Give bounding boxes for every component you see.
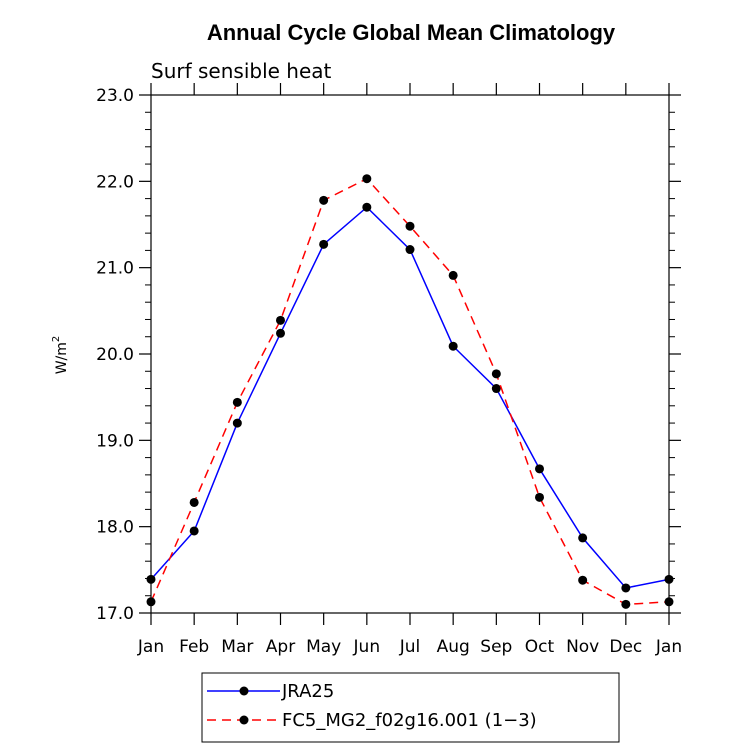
y-axis-label-superscript: 2 (51, 336, 62, 342)
legend: JRA25 FC5_MG2_f02g16.001 (1−3) (201, 672, 620, 743)
legend-label-fc5: FC5_MG2_f02g16.001 (1−3) (282, 710, 537, 731)
chart-subtitle: Surf sensible heat (151, 59, 332, 83)
data-point-fc5 (232, 397, 242, 407)
axes: 17.0 18.0 19.0 20.0 21.0 22.0 23.0 Jan Feb Mar Apr… (96, 83, 682, 657)
y-tick-label: 20.0 (96, 345, 134, 365)
data-point-jra25 (319, 239, 329, 249)
y-tick-label: 19.0 (96, 431, 134, 451)
y-tick-label: 18.0 (96, 518, 134, 538)
data-point-fc5 (621, 599, 631, 609)
y-axis-label: W/m2 (51, 336, 70, 375)
data-point-fc5 (405, 221, 415, 231)
x-tick-label: Dec (609, 637, 642, 657)
data-point-jra25 (491, 384, 501, 394)
y-tick-label: 22.0 (96, 172, 134, 192)
y-axis-label-unit: W/m (54, 342, 70, 374)
x-tick-label: Mar (221, 637, 253, 657)
data-point-jra25 (535, 464, 544, 474)
x-tick-label: Jan (137, 637, 164, 657)
legend-label-jra25: JRA25 (281, 681, 334, 702)
y-tick-label: 21.0 (96, 259, 134, 279)
data-point-fc5 (491, 369, 501, 379)
data-point-jra25 (362, 202, 372, 212)
data-point-fc5 (189, 497, 199, 507)
data-point-fc5 (362, 174, 372, 184)
plot-frame (150, 94, 670, 614)
x-tick-label: Oct (525, 637, 555, 657)
series-layer (146, 174, 674, 609)
x-tick-label: Sep (480, 637, 512, 657)
y-tick-label: 23.0 (96, 86, 134, 106)
chart-title: Annual Cycle Global Mean Climatology (207, 20, 616, 45)
x-tick-label: Jul (399, 637, 421, 657)
data-point-jra25 (448, 341, 458, 351)
data-point-jra25 (578, 533, 588, 543)
legend-marker-jra25 (239, 686, 249, 696)
data-point-fc5 (578, 575, 588, 585)
x-tick-label: Aug (437, 637, 470, 657)
data-point-fc5 (535, 492, 544, 502)
x-tick-label: May (306, 637, 341, 657)
data-point-fc5 (319, 195, 329, 205)
data-point-fc5 (448, 270, 458, 280)
data-point-jra25 (621, 583, 631, 593)
y-tick-label: 17.0 (96, 604, 134, 624)
data-point-jra25 (232, 418, 242, 428)
data-point-jra25 (189, 526, 199, 536)
x-tick-label: Jun (353, 637, 381, 657)
x-tick-label: Jan (655, 637, 682, 657)
data-point-jra25 (405, 245, 415, 255)
x-tick-label: Nov (566, 637, 599, 657)
x-tick-label: Apr (266, 637, 295, 657)
legend-marker-fc5 (239, 715, 249, 725)
series-line-fc5 (150, 177, 670, 606)
series-line-jra25 (150, 206, 670, 589)
x-tick-label: Feb (179, 637, 209, 657)
data-point-jra25 (276, 328, 285, 338)
data-point-fc5 (276, 315, 285, 325)
legend-box (201, 672, 620, 743)
